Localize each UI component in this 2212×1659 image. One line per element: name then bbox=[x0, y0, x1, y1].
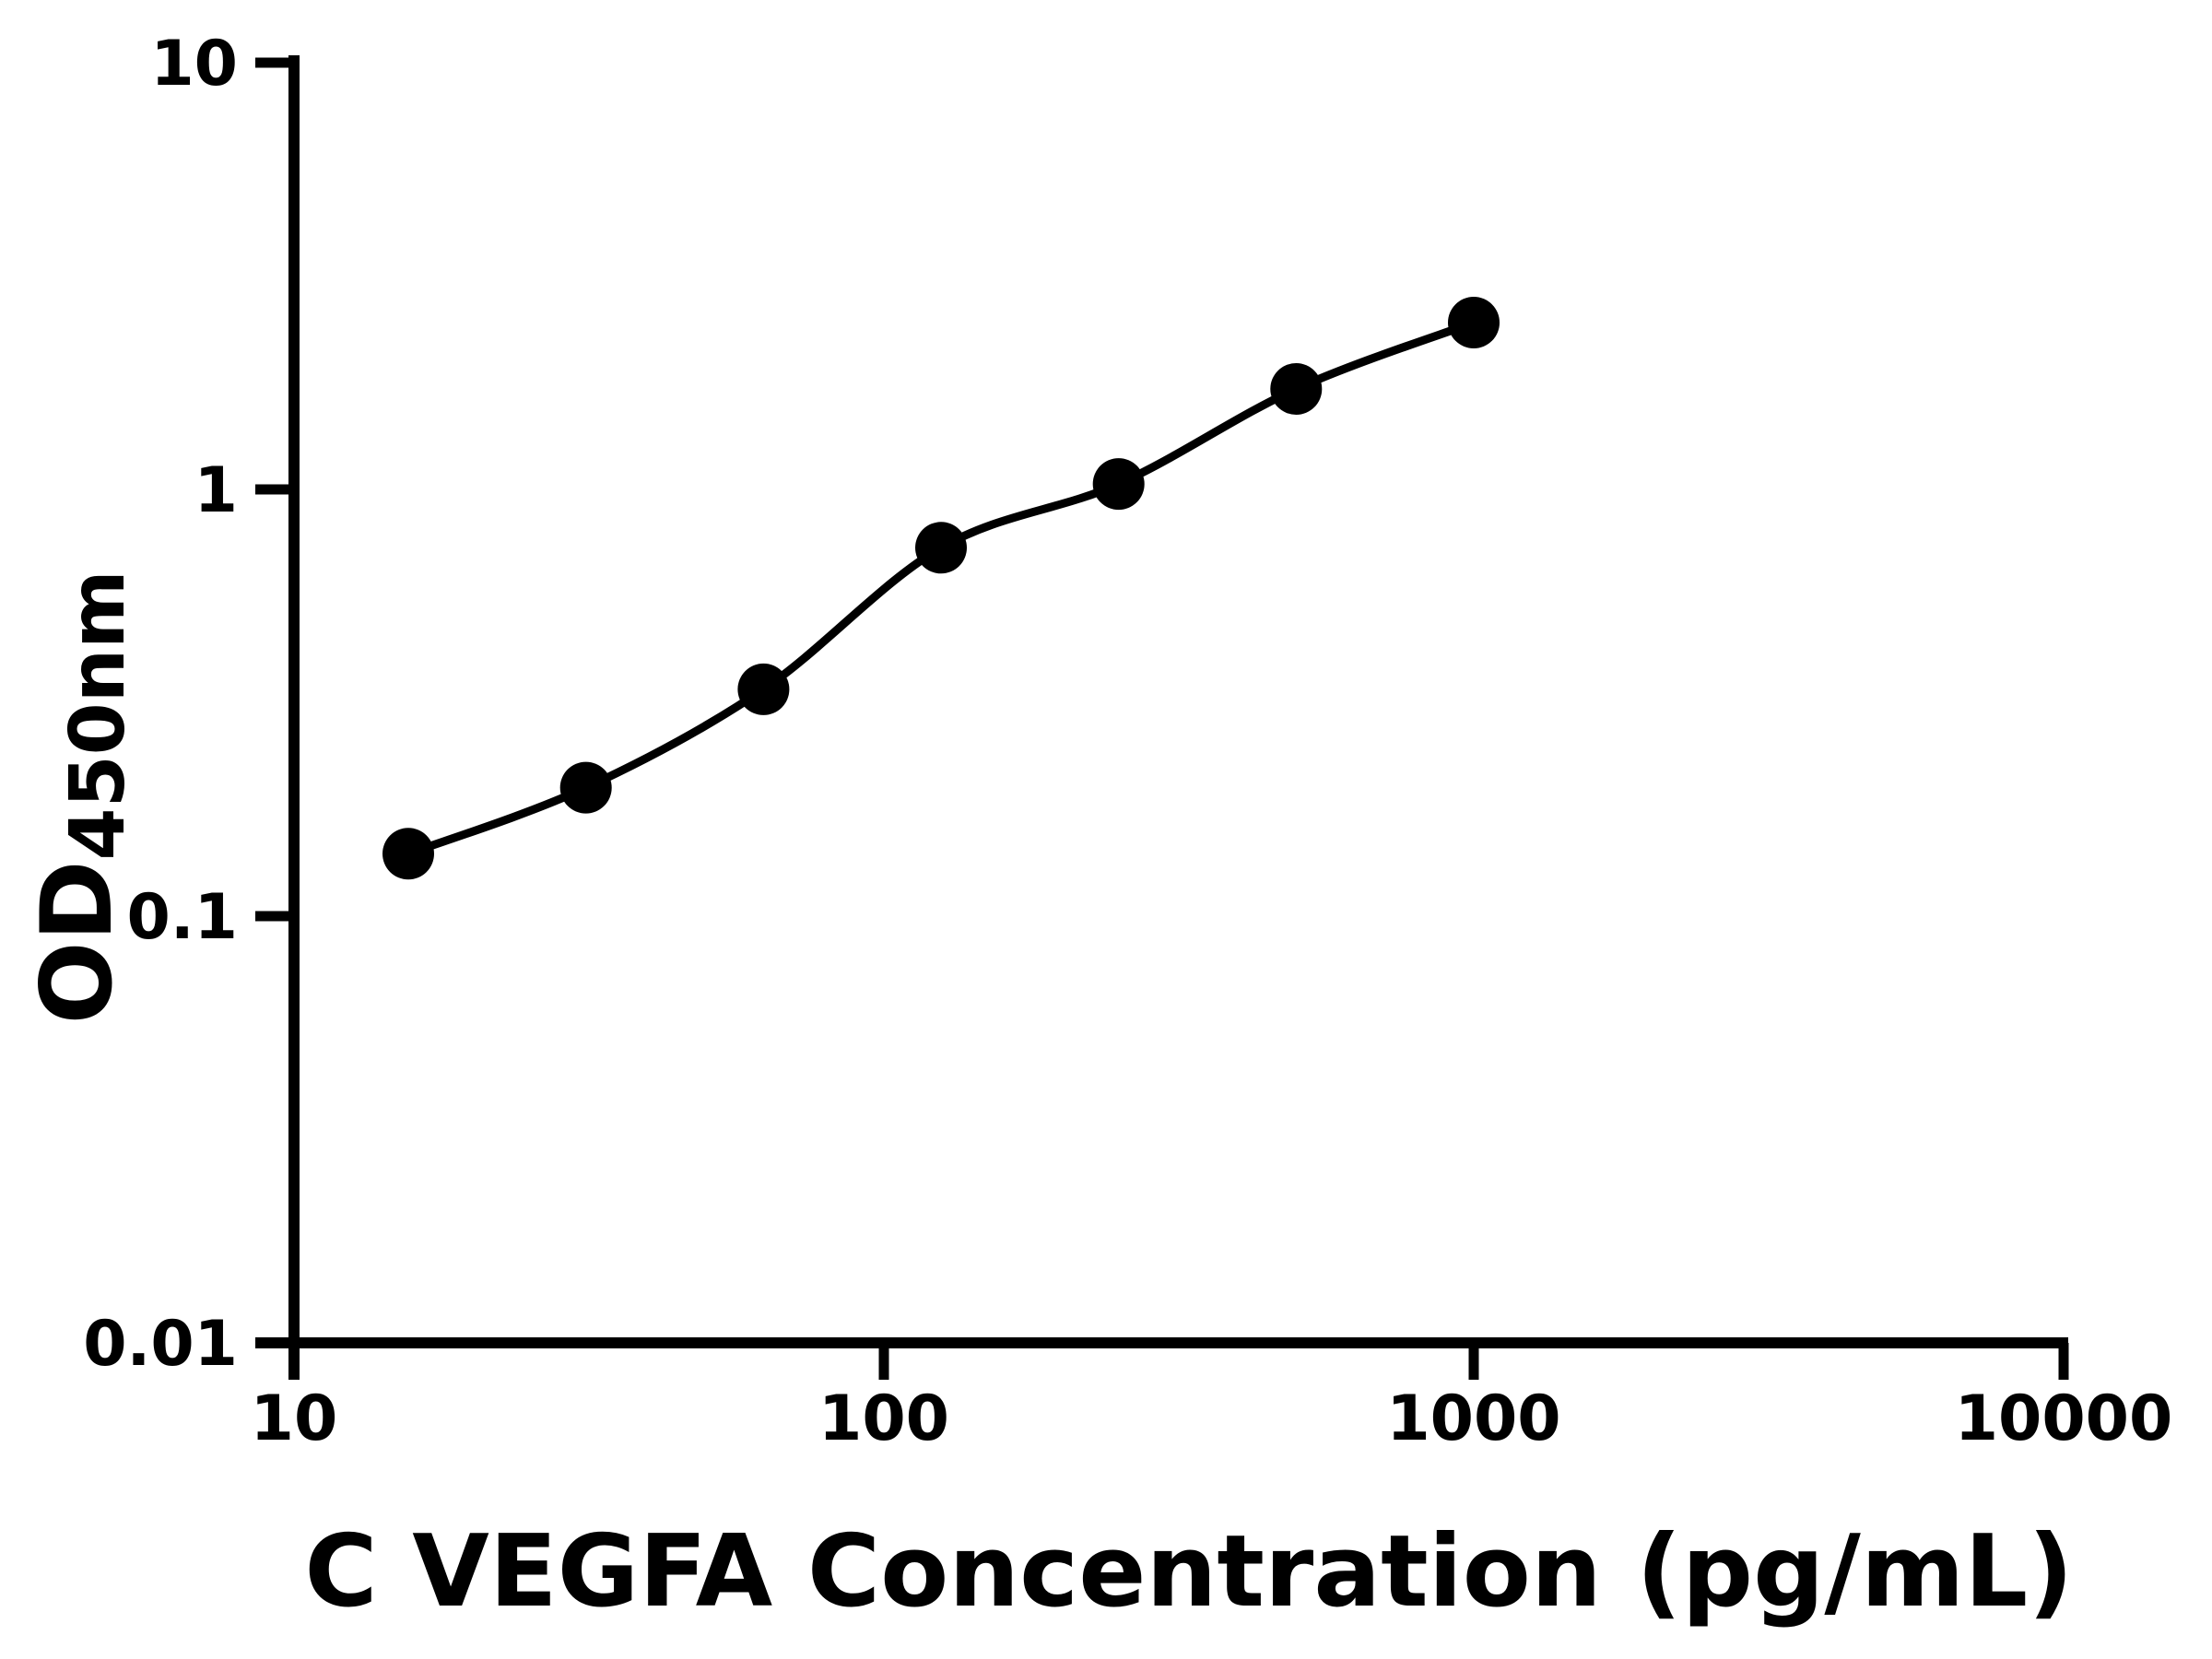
y-tick-label: 0.01 bbox=[83, 1308, 238, 1381]
y-axis-title: OD450nm bbox=[20, 570, 142, 1024]
y-axis-title-subscript: 450nm bbox=[54, 570, 142, 860]
y-tick-label: 0.1 bbox=[127, 881, 238, 954]
y-tick-label: 1 bbox=[194, 454, 238, 527]
data-point bbox=[1270, 363, 1323, 415]
y-axis-title-main: OD bbox=[20, 860, 134, 1024]
data-series-layer bbox=[382, 297, 1500, 880]
data-point bbox=[1448, 297, 1500, 348]
x-tick-label: 10000 bbox=[1955, 1382, 2173, 1455]
axes-layer bbox=[255, 55, 2068, 1380]
y-tick-label: 10 bbox=[150, 28, 238, 100]
data-point bbox=[915, 522, 967, 574]
data-point bbox=[382, 828, 434, 880]
data-point bbox=[737, 663, 790, 715]
tick-layer: 10 100 1000 10000 10 1 0.1 0.01 bbox=[83, 28, 2172, 1455]
x-tick-label: 1000 bbox=[1386, 1382, 1560, 1455]
data-point bbox=[1092, 458, 1145, 511]
data-point bbox=[559, 761, 612, 814]
x-tick-label: 100 bbox=[818, 1382, 949, 1455]
x-tick-label: 10 bbox=[251, 1382, 338, 1455]
x-axis-title: C VEGFA Concentration (pg/mL) bbox=[304, 1514, 2073, 1630]
